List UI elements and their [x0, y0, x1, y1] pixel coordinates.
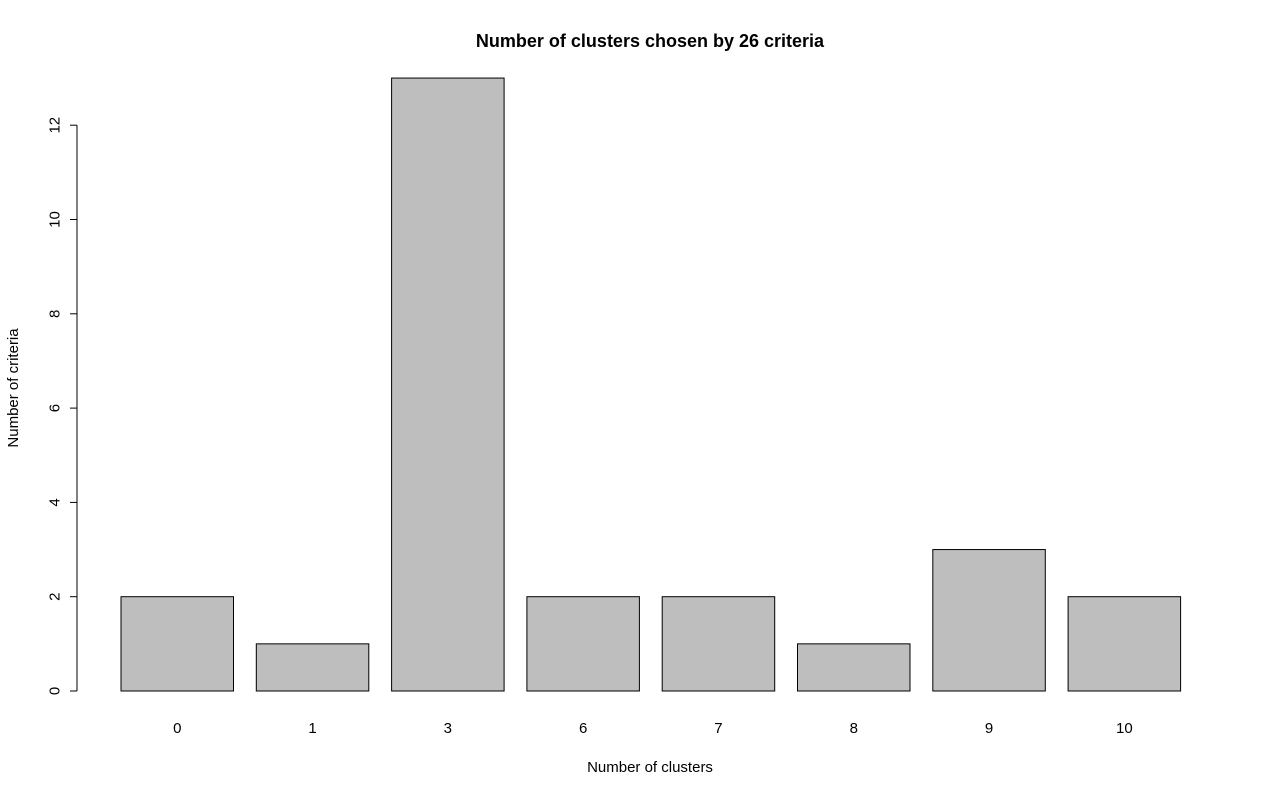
bar	[932, 549, 1046, 692]
y-tick-label: 6	[46, 404, 63, 412]
x-tick-label: 1	[308, 720, 316, 737]
bar	[120, 596, 234, 692]
y-tick-label: 12	[46, 117, 63, 134]
bar	[1067, 596, 1182, 692]
x-tick-label: 8	[850, 720, 858, 737]
x-tick-label: 10	[1116, 720, 1133, 737]
bar	[661, 596, 776, 692]
bar	[255, 643, 370, 692]
bar	[391, 77, 505, 692]
bar	[797, 643, 911, 692]
x-tick-label: 9	[985, 720, 993, 737]
y-axis-label: Number of criteria	[5, 328, 22, 448]
x-axis-label: Number of clusters	[587, 759, 713, 776]
x-tick-label: 6	[579, 720, 587, 737]
y-tick-label: 8	[46, 310, 63, 318]
y-tick-label: 2	[46, 593, 63, 601]
chart-title: Number of clusters chosen by 26 criteria	[476, 31, 825, 51]
x-tick-label: 7	[714, 720, 722, 737]
x-tick-labels: 0 1 3 6 7 8 9 10	[173, 720, 1133, 737]
x-tick-label: 3	[444, 720, 452, 737]
y-tick-label: 4	[46, 498, 63, 506]
y-tick-label: 0	[46, 687, 63, 695]
bar	[526, 596, 640, 692]
y-tick-label: 10	[46, 211, 63, 228]
y-axis: 0 2 4 6 8 10 12	[46, 117, 78, 695]
bars-group	[120, 77, 1182, 692]
x-tick-label: 0	[173, 720, 181, 737]
